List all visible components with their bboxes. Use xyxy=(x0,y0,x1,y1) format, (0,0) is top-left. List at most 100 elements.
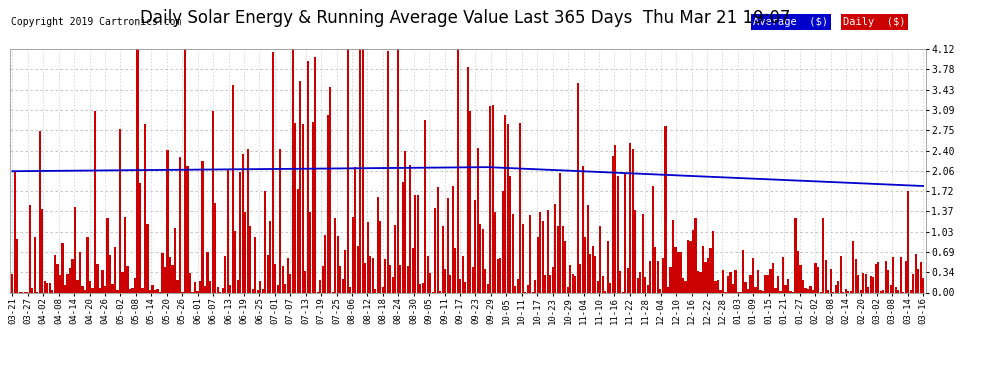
Bar xyxy=(404,151,406,292)
Bar xyxy=(504,115,506,292)
Bar xyxy=(895,286,897,292)
Bar xyxy=(284,284,286,292)
Bar xyxy=(156,289,158,292)
Bar xyxy=(139,183,141,292)
Bar xyxy=(830,269,832,292)
Bar xyxy=(169,256,171,292)
Bar xyxy=(705,262,707,292)
Bar xyxy=(414,195,417,292)
Bar xyxy=(84,290,86,292)
Bar xyxy=(692,230,694,292)
Bar xyxy=(477,148,479,292)
Bar xyxy=(461,256,464,292)
Bar xyxy=(687,240,689,292)
Bar xyxy=(244,213,247,292)
Bar xyxy=(286,258,289,292)
Bar xyxy=(459,279,461,292)
Bar xyxy=(281,266,284,292)
Bar xyxy=(777,276,779,292)
Bar xyxy=(144,124,147,292)
Bar xyxy=(451,186,453,292)
Bar xyxy=(884,261,887,292)
Bar xyxy=(212,111,214,292)
Bar xyxy=(324,234,327,292)
Bar xyxy=(735,270,737,292)
Bar xyxy=(840,256,842,292)
Text: Average  ($): Average ($) xyxy=(753,17,829,27)
Bar xyxy=(407,266,409,292)
Bar xyxy=(907,190,909,292)
Bar xyxy=(630,142,632,292)
Bar xyxy=(261,290,263,292)
Bar xyxy=(297,189,299,292)
Text: Daily  ($): Daily ($) xyxy=(843,17,906,27)
Bar xyxy=(582,166,584,292)
Bar xyxy=(369,256,371,292)
Bar xyxy=(34,237,36,292)
Bar xyxy=(314,57,316,292)
Bar xyxy=(471,267,474,292)
Bar xyxy=(822,218,824,292)
Bar xyxy=(599,226,602,292)
Bar xyxy=(646,285,649,292)
Bar xyxy=(782,256,784,292)
Bar xyxy=(584,237,586,292)
Bar xyxy=(779,291,781,292)
Bar xyxy=(186,166,189,292)
Bar xyxy=(789,291,792,292)
Bar xyxy=(91,288,93,292)
Bar xyxy=(774,288,776,292)
Bar xyxy=(364,262,366,292)
Bar xyxy=(722,270,724,292)
Bar xyxy=(337,236,339,292)
Bar xyxy=(712,231,714,292)
Bar xyxy=(124,217,126,292)
Bar xyxy=(137,47,139,292)
Bar xyxy=(264,191,266,292)
Bar xyxy=(234,231,237,292)
Bar xyxy=(269,221,271,292)
Bar xyxy=(232,85,234,292)
Bar xyxy=(640,272,642,292)
Bar xyxy=(119,129,121,292)
Bar xyxy=(32,288,34,292)
Bar xyxy=(79,252,81,292)
Bar xyxy=(334,218,337,292)
Bar xyxy=(754,287,756,292)
Bar xyxy=(64,285,66,292)
Bar xyxy=(642,214,644,292)
Bar xyxy=(546,210,548,292)
Bar xyxy=(154,290,156,292)
Bar xyxy=(61,243,63,292)
Bar xyxy=(837,281,840,292)
Bar xyxy=(854,260,856,292)
Bar xyxy=(222,288,224,292)
Bar xyxy=(189,273,191,292)
Bar xyxy=(312,122,314,292)
Bar xyxy=(389,265,391,292)
Bar xyxy=(572,274,574,292)
Bar xyxy=(644,277,646,292)
Bar xyxy=(17,239,19,292)
Bar xyxy=(345,250,346,292)
Bar xyxy=(637,278,639,292)
Bar xyxy=(366,222,368,292)
Bar xyxy=(94,111,96,292)
Bar xyxy=(554,204,556,292)
Bar xyxy=(176,280,178,292)
Bar xyxy=(877,262,879,292)
Bar xyxy=(625,173,627,292)
Bar xyxy=(864,274,866,292)
Bar xyxy=(194,282,196,292)
Bar xyxy=(810,286,812,292)
Bar xyxy=(47,283,49,292)
Bar xyxy=(609,283,612,292)
Bar xyxy=(184,47,186,292)
Bar xyxy=(764,275,766,292)
Bar xyxy=(502,190,504,292)
Bar xyxy=(530,215,532,292)
Bar xyxy=(474,200,476,292)
Bar xyxy=(772,263,774,292)
Bar xyxy=(342,279,344,292)
Bar xyxy=(522,224,524,292)
